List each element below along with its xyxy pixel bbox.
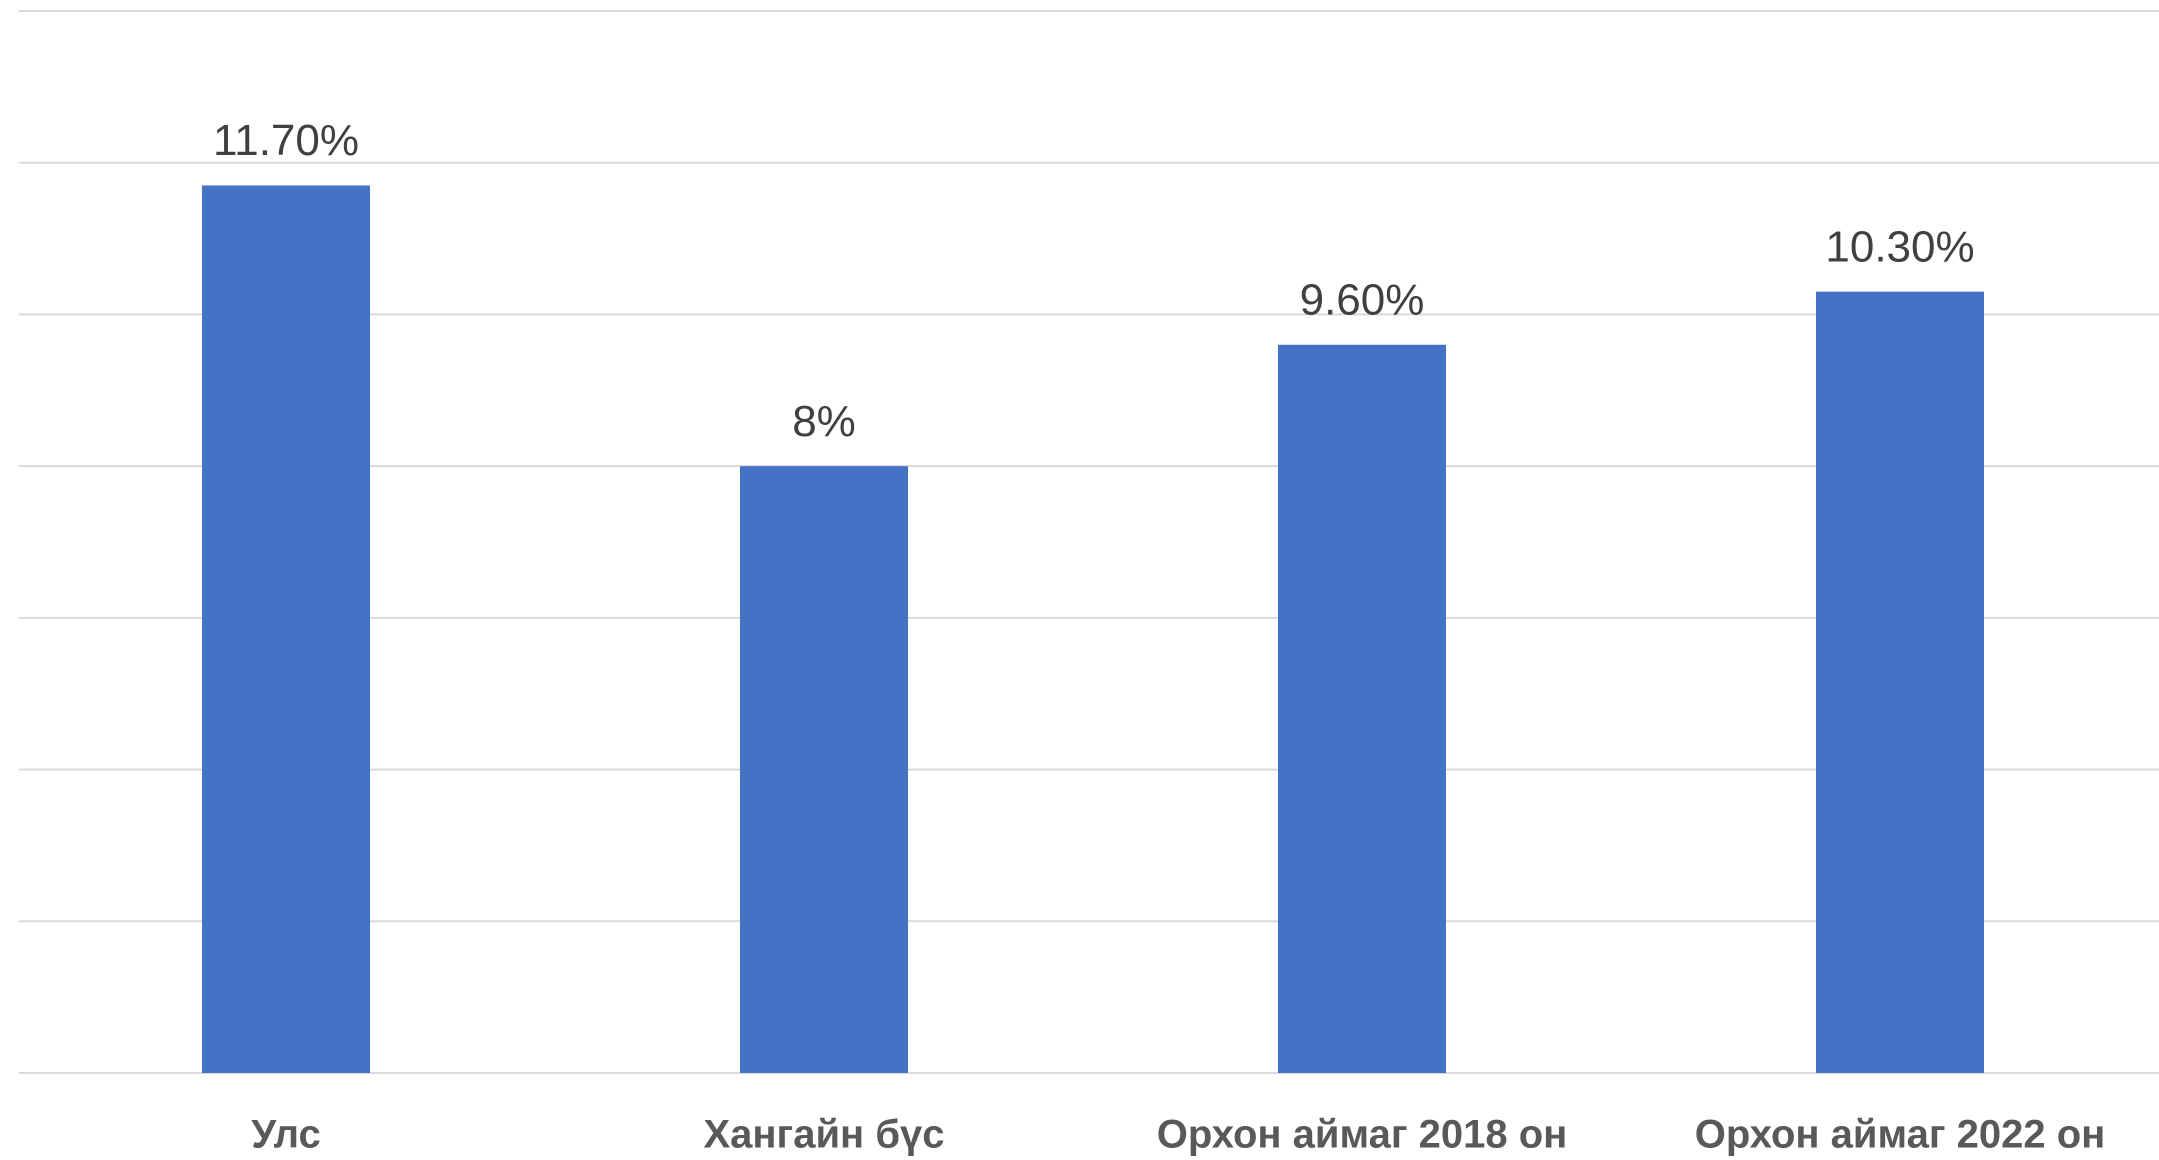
value-label: 11.70% — [213, 116, 359, 165]
bar — [1278, 344, 1446, 1073]
x-tick-label: Хангайн бүс — [703, 1113, 944, 1157]
bar — [202, 185, 370, 1073]
value-label: 10.30% — [1825, 222, 1974, 271]
value-label: 9.60% — [1300, 275, 1425, 324]
x-tick-label: Орхон аймаг 2018 он — [1157, 1113, 1568, 1157]
x-tick-label: Орхон аймаг 2022 он — [1695, 1113, 2106, 1157]
bar — [1816, 291, 1984, 1074]
bar — [740, 466, 908, 1074]
value-label: 8% — [792, 397, 856, 446]
x-tick-label: Улс — [251, 1113, 321, 1157]
